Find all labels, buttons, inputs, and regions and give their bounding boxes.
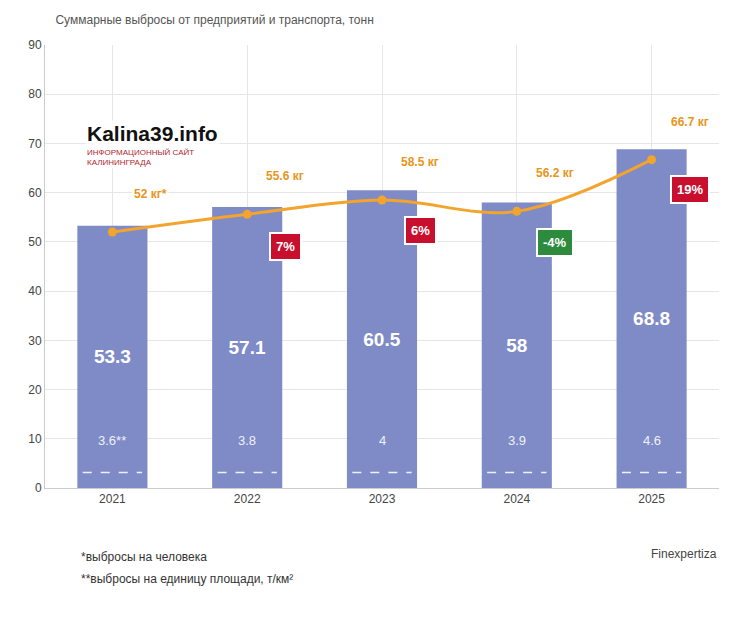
svg-text:4: 4 bbox=[379, 433, 386, 448]
svg-text:60.5: 60.5 bbox=[363, 329, 400, 350]
svg-text:80: 80 bbox=[28, 87, 42, 101]
svg-text:7%: 7% bbox=[276, 239, 295, 254]
svg-text:2022: 2022 bbox=[234, 492, 261, 506]
svg-text:55.6 кг: 55.6 кг bbox=[266, 169, 304, 183]
svg-text:58.5 кг: 58.5 кг bbox=[401, 155, 439, 169]
svg-text:*выбросы на человека: *выбросы на человека bbox=[81, 550, 207, 564]
svg-text:40: 40 bbox=[28, 284, 42, 298]
svg-text:3.9: 3.9 bbox=[508, 433, 526, 448]
svg-text:19%: 19% bbox=[677, 182, 703, 197]
svg-text:30: 30 bbox=[28, 334, 42, 348]
svg-text:53.3: 53.3 bbox=[94, 346, 131, 367]
svg-text:60: 60 bbox=[28, 186, 42, 200]
svg-text:Суммарные выбросы от предприят: Суммарные выбросы от предприятий и транс… bbox=[55, 13, 373, 27]
svg-text:Finexpertiza: Finexpertiza bbox=[651, 547, 717, 561]
svg-text:4.6: 4.6 bbox=[643, 433, 661, 448]
svg-text:57.1: 57.1 bbox=[228, 337, 265, 358]
svg-text:2024: 2024 bbox=[503, 492, 530, 506]
svg-text:66.7 кг: 66.7 кг bbox=[671, 115, 709, 129]
svg-text:56.2 кг: 56.2 кг bbox=[536, 166, 574, 180]
svg-text:70: 70 bbox=[28, 137, 42, 151]
svg-text:**выбросы на единицу площади,: **выбросы на единицу площади, т/км² bbox=[81, 572, 293, 586]
svg-text:90: 90 bbox=[28, 38, 42, 52]
svg-text:-4%: -4% bbox=[543, 235, 567, 250]
svg-text:52 кг*: 52 кг* bbox=[134, 187, 167, 201]
svg-text:58: 58 bbox=[506, 335, 527, 356]
svg-text:6%: 6% bbox=[411, 223, 430, 238]
svg-text:50: 50 bbox=[28, 235, 42, 249]
svg-text:2023: 2023 bbox=[369, 492, 396, 506]
svg-text:2025: 2025 bbox=[638, 492, 665, 506]
svg-text:0: 0 bbox=[35, 481, 42, 495]
svg-text:3.6**: 3.6** bbox=[98, 433, 126, 448]
svg-text:10: 10 bbox=[28, 432, 42, 446]
svg-text:Kalina39.info: Kalina39.info bbox=[87, 122, 218, 145]
svg-text:68.8: 68.8 bbox=[633, 308, 670, 329]
svg-text:ИНФОРМАЦИОННЫЙ САЙТКАЛИНИНГРАД: ИНФОРМАЦИОННЫЙ САЙТКАЛИНИНГРАДА bbox=[87, 148, 194, 167]
svg-text:20: 20 bbox=[28, 383, 42, 397]
svg-text:2021: 2021 bbox=[99, 492, 126, 506]
svg-text:3.8: 3.8 bbox=[238, 433, 256, 448]
